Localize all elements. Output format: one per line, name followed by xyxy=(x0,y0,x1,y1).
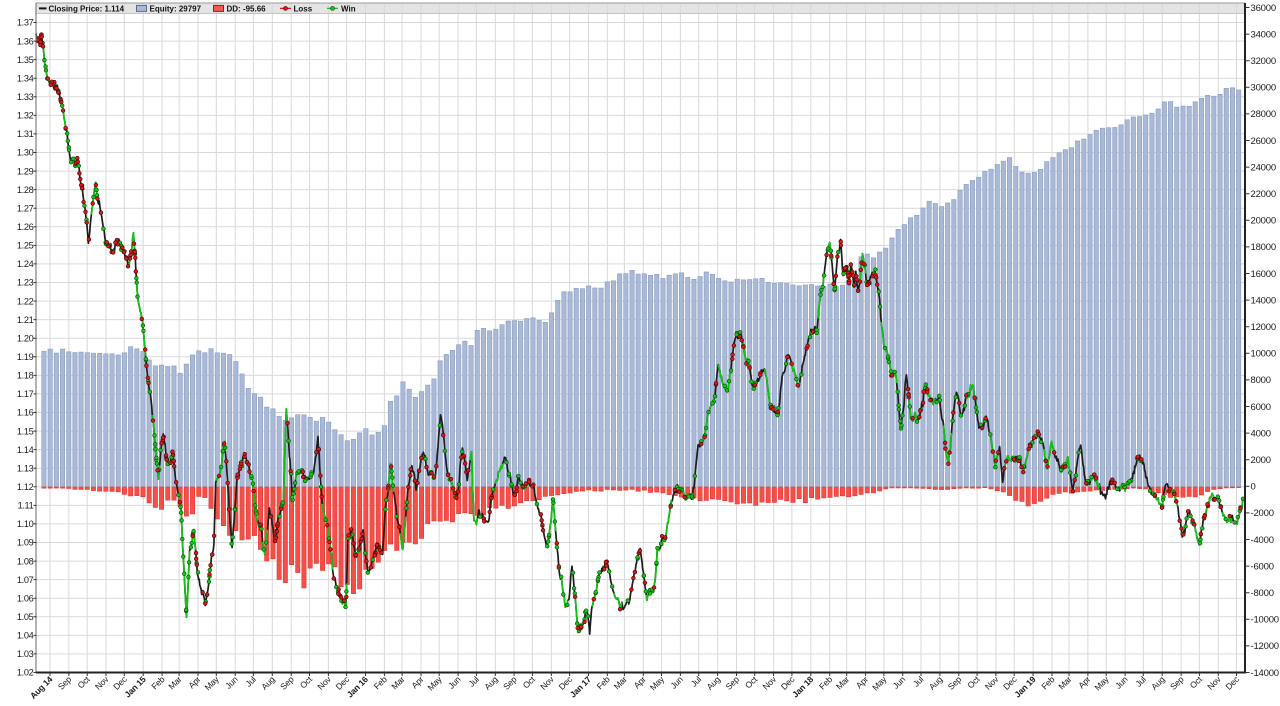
svg-text:1.22: 1.22 xyxy=(17,296,34,306)
svg-text:-4000: -4000 xyxy=(1251,535,1274,546)
svg-text:-14000: -14000 xyxy=(1251,668,1279,679)
svg-text:1.30: 1.30 xyxy=(17,148,34,158)
svg-text:-8000: -8000 xyxy=(1251,588,1274,599)
svg-text:1.16: 1.16 xyxy=(17,408,34,418)
svg-text:1.32: 1.32 xyxy=(17,111,34,121)
svg-text:1.10: 1.10 xyxy=(17,519,34,529)
svg-text:36000: 36000 xyxy=(1251,3,1276,14)
svg-text:1.13: 1.13 xyxy=(17,463,34,473)
svg-text:26000: 26000 xyxy=(1251,136,1276,147)
svg-text:14000: 14000 xyxy=(1251,295,1276,306)
svg-text:1.07: 1.07 xyxy=(17,575,34,585)
svg-text:1.19: 1.19 xyxy=(17,352,34,362)
svg-text:20000: 20000 xyxy=(1251,216,1276,227)
svg-text:1.37: 1.37 xyxy=(17,18,34,28)
svg-text:DD: -95.66: DD: -95.66 xyxy=(227,4,267,13)
svg-text:4000: 4000 xyxy=(1251,428,1271,439)
svg-text:32000: 32000 xyxy=(1251,56,1276,67)
svg-text:2000: 2000 xyxy=(1251,455,1271,466)
svg-text:0: 0 xyxy=(1251,482,1256,493)
svg-text:1.03: 1.03 xyxy=(17,649,34,659)
svg-text:1.26: 1.26 xyxy=(17,222,34,232)
svg-text:1.04: 1.04 xyxy=(17,631,34,641)
svg-text:30000: 30000 xyxy=(1251,83,1276,94)
svg-text:10000: 10000 xyxy=(1251,349,1276,360)
svg-text:1.08: 1.08 xyxy=(17,556,34,566)
svg-text:18000: 18000 xyxy=(1251,242,1276,253)
svg-text:1.34: 1.34 xyxy=(17,73,34,83)
svg-text:1.17: 1.17 xyxy=(17,389,34,399)
svg-text:1.15: 1.15 xyxy=(17,426,34,436)
svg-text:1.35: 1.35 xyxy=(17,55,34,65)
svg-text:1.14: 1.14 xyxy=(17,445,34,455)
svg-text:1.09: 1.09 xyxy=(17,538,34,548)
svg-text:1.24: 1.24 xyxy=(17,259,34,269)
svg-text:28000: 28000 xyxy=(1251,109,1276,120)
svg-text:22000: 22000 xyxy=(1251,189,1276,200)
svg-text:Equity: 29797: Equity: 29797 xyxy=(150,4,202,13)
svg-text:-10000: -10000 xyxy=(1251,615,1279,626)
svg-text:1.31: 1.31 xyxy=(17,129,34,139)
svg-text:12000: 12000 xyxy=(1251,322,1276,333)
svg-text:Closing Price: 1.114: Closing Price: 1.114 xyxy=(49,4,125,13)
svg-text:1.25: 1.25 xyxy=(17,241,34,251)
svg-text:6000: 6000 xyxy=(1251,402,1271,413)
svg-text:Win: Win xyxy=(341,4,356,13)
svg-text:1.28: 1.28 xyxy=(17,185,34,195)
svg-text:16000: 16000 xyxy=(1251,269,1276,280)
svg-text:1.27: 1.27 xyxy=(17,203,34,213)
svg-text:1.05: 1.05 xyxy=(17,612,34,622)
svg-text:1.11: 1.11 xyxy=(18,501,34,511)
svg-text:1.29: 1.29 xyxy=(17,166,34,176)
svg-text:-6000: -6000 xyxy=(1251,561,1274,572)
svg-text:1.02: 1.02 xyxy=(17,668,34,678)
svg-text:1.06: 1.06 xyxy=(17,593,34,603)
svg-text:Loss: Loss xyxy=(294,4,313,13)
svg-text:-2000: -2000 xyxy=(1251,508,1274,519)
svg-text:34000: 34000 xyxy=(1251,29,1276,40)
svg-text:1.18: 1.18 xyxy=(17,371,34,381)
svg-text:24000: 24000 xyxy=(1251,162,1276,173)
svg-text:1.21: 1.21 xyxy=(17,315,34,325)
svg-text:-12000: -12000 xyxy=(1251,641,1279,652)
svg-text:8000: 8000 xyxy=(1251,375,1271,386)
svg-text:1.23: 1.23 xyxy=(17,278,34,288)
svg-text:1.36: 1.36 xyxy=(17,36,34,46)
svg-text:1.12: 1.12 xyxy=(17,482,34,492)
svg-text:1.20: 1.20 xyxy=(17,333,34,343)
svg-text:1.33: 1.33 xyxy=(17,92,34,102)
